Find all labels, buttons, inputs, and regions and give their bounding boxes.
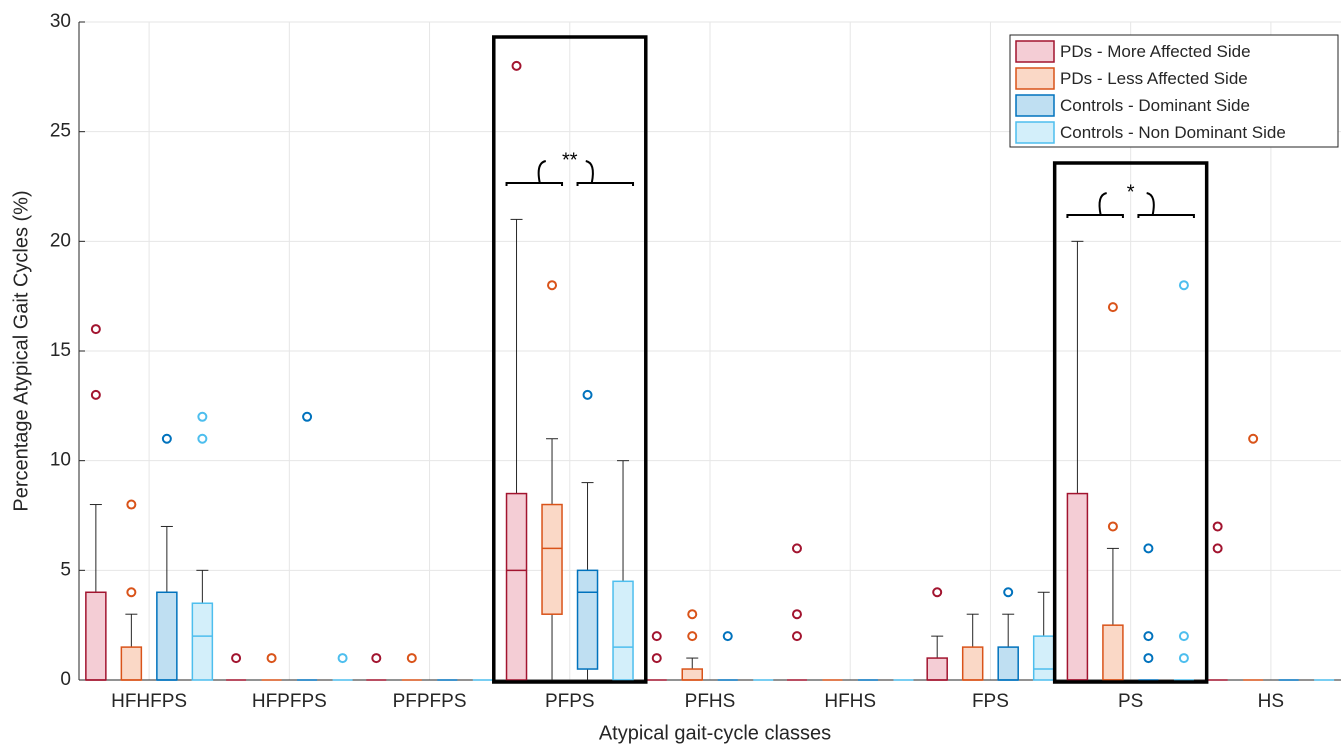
box: [997, 646, 1019, 681]
box: [681, 668, 703, 681]
bracket: [1137, 192, 1195, 218]
legend-label: PDs - More Affected Side: [1060, 42, 1251, 61]
y-tick-label: 20: [50, 230, 71, 251]
legend-label: Controls - Non Dominant Side: [1060, 123, 1286, 142]
outlier: [161, 433, 172, 444]
box: [961, 646, 984, 681]
outlier: [687, 631, 698, 642]
outlier: [791, 543, 802, 554]
legend-label: PDs - Less Affected Side: [1060, 69, 1248, 88]
legend-swatch: [1015, 40, 1055, 63]
box: [612, 580, 634, 681]
box: [191, 602, 214, 681]
box: [1032, 635, 1055, 681]
significance-label: *: [1127, 181, 1135, 203]
x-tick-label: PS: [1118, 691, 1143, 712]
highlight-frame: [492, 35, 648, 684]
outlier: [791, 631, 802, 642]
box: [85, 591, 107, 681]
x-tick-label: PFHS: [685, 691, 736, 712]
outlier: [406, 653, 417, 664]
outlier: [582, 389, 593, 400]
x-tick-label: FPS: [972, 691, 1009, 712]
legend-box: [1009, 34, 1339, 148]
x-tick-label: PFPS: [545, 691, 595, 712]
outlier: [126, 587, 137, 598]
outlier: [932, 587, 943, 598]
outlier: [1178, 280, 1189, 291]
outlier: [337, 653, 348, 664]
x-tick-label: HS: [1258, 691, 1284, 712]
outlier: [547, 280, 558, 291]
outlier: [651, 631, 662, 642]
outlier: [687, 609, 698, 620]
legend-swatch: [1015, 67, 1055, 90]
outlier: [511, 60, 522, 71]
box: [926, 657, 948, 681]
outlier: [1143, 653, 1154, 664]
legend-swatch: [1015, 121, 1055, 144]
outlier: [1143, 543, 1154, 554]
outlier: [1212, 521, 1223, 532]
x-tick-label: HFHS: [824, 691, 876, 712]
y-tick-label: 25: [50, 121, 71, 142]
outlier: [1212, 543, 1223, 554]
outlier: [371, 653, 382, 664]
x-tick-label: PFPFPS: [393, 691, 467, 712]
y-tick-label: 0: [60, 669, 71, 690]
outlier: [1178, 631, 1189, 642]
legend-swatch: [1015, 94, 1055, 117]
box: [1102, 624, 1124, 681]
outlier: [90, 389, 101, 400]
significance-label: **: [562, 149, 578, 171]
y-axis-label: Percentage Atypical Gait Cycles (%): [10, 190, 32, 511]
box: [505, 492, 528, 681]
box: [576, 569, 599, 670]
y-tick-label: 30: [50, 11, 71, 32]
bracket: [1066, 192, 1124, 218]
y-tick-label: 15: [50, 340, 71, 361]
x-tick-label: HFHFPS: [111, 691, 187, 712]
outlier: [1107, 302, 1118, 313]
outlier: [722, 631, 733, 642]
x-axis-label: Atypical gait-cycle classes: [599, 722, 831, 744]
x-tick-label: HFPFPS: [252, 691, 327, 712]
y-tick-label: 10: [50, 450, 71, 471]
highlight-frame: [1052, 161, 1209, 684]
outlier: [1003, 587, 1014, 598]
outlier: [197, 411, 208, 422]
outlier: [791, 609, 802, 620]
outlier: [651, 653, 662, 664]
outlier: [266, 653, 277, 664]
outlier: [1178, 653, 1189, 664]
box: [541, 503, 563, 615]
outlier: [126, 499, 137, 510]
outlier: [302, 411, 313, 422]
legend-label: Controls - Dominant Side: [1060, 96, 1250, 115]
outlier: [1248, 433, 1259, 444]
outlier: [197, 433, 208, 444]
outlier: [90, 324, 101, 335]
box: [156, 591, 178, 681]
y-tick-label: 5: [60, 559, 71, 580]
box: [120, 646, 143, 681]
outlier: [1143, 631, 1154, 642]
bracket: [505, 160, 564, 186]
outlier: [1107, 521, 1118, 532]
box: [1066, 492, 1089, 681]
outlier: [231, 653, 242, 664]
bracket: [576, 160, 635, 186]
